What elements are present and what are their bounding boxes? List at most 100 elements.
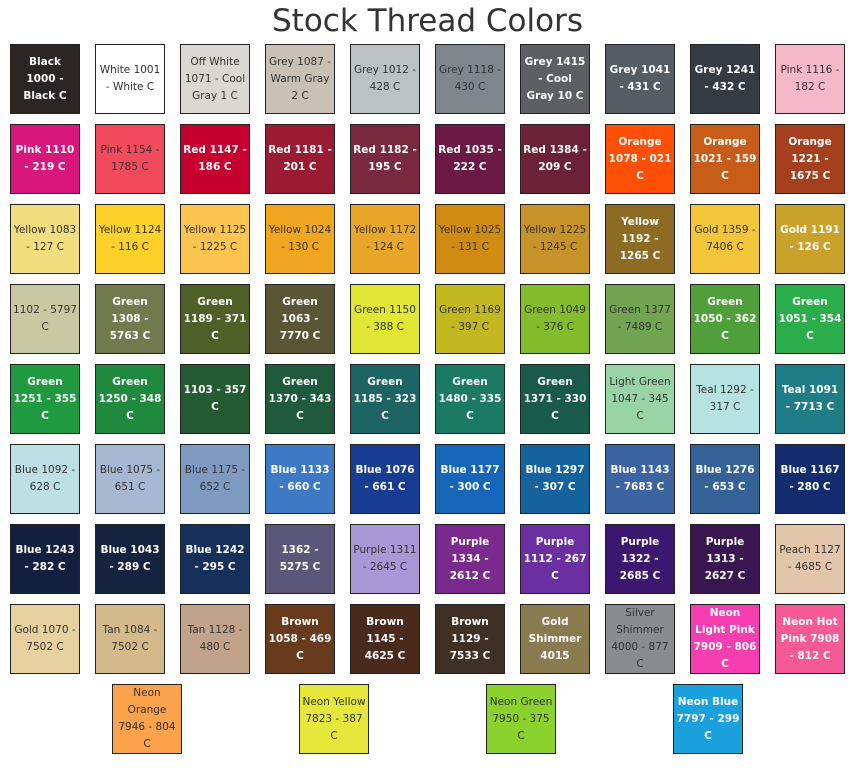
color-swatch: 1102 - 5797 C xyxy=(10,284,80,354)
color-swatch: Teal 1292 - 317 C xyxy=(690,364,760,434)
swatch-label: Purple 1311 - 2645 C xyxy=(353,544,417,573)
color-swatch: Yellow 1225 - 1245 C xyxy=(520,204,590,274)
color-swatch: Pink 1110 - 219 C xyxy=(10,124,80,194)
color-swatch: Blue 1076 - 661 C xyxy=(350,444,420,514)
swatch-label: Purple 1334 - 2612 C xyxy=(449,535,491,582)
swatch-label: Grey 1012 - 428 C xyxy=(353,64,417,93)
swatch-label: Brown 1129 - 7533 C xyxy=(449,615,491,662)
color-swatch: Green 1185 - 323 C xyxy=(350,364,420,434)
color-swatch: Green 1251 - 355 C xyxy=(10,364,80,434)
swatch-label: Yellow 1024 - 130 C xyxy=(268,224,332,253)
color-swatch: Red 1384 - 209 C xyxy=(520,124,590,194)
color-swatch: Grey 1012 - 428 C xyxy=(350,44,420,114)
color-swatch: Gold Shimmer 4015 xyxy=(520,604,590,674)
swatch-label: Red 1384 - 209 C xyxy=(523,144,587,173)
swatch-label: Orange 1021 - 159 C xyxy=(693,135,757,182)
color-swatch: Off White 1071 - Cool Gray 1 C xyxy=(180,44,250,114)
color-swatch: Blue 1242 - 295 C xyxy=(180,524,250,594)
color-swatch: Neon Hot Pink 7908 - 812 C xyxy=(775,604,845,674)
swatch-label: Neon Green 7950 - 375 C xyxy=(489,695,553,742)
color-swatch: Green 1370 - 343 C xyxy=(265,364,335,434)
color-swatch: Green 1049 - 376 C xyxy=(520,284,590,354)
swatch-label: 1362 - 5275 C xyxy=(279,544,321,573)
swatch-label: Blue 1297 - 307 C xyxy=(525,464,585,493)
color-swatch: Red 1147 - 186 C xyxy=(180,124,250,194)
color-swatch: Teal 1091 - 7713 C xyxy=(775,364,845,434)
color-swatch: Green 1051 - 354 C xyxy=(775,284,845,354)
color-swatch: Green 1063 - 7770 C xyxy=(265,284,335,354)
color-swatch: Light Green 1047 - 345 C xyxy=(605,364,675,434)
color-swatch: Green 1308 - 5763 C xyxy=(95,284,165,354)
swatch-label: Neon Blue 7797 - 299 C xyxy=(676,695,740,742)
color-swatch: Purple 1334 - 2612 C xyxy=(435,524,505,594)
color-swatch: Blue 1143 - 7683 C xyxy=(605,444,675,514)
swatch-label: Orange 1221 - 1675 C xyxy=(788,135,832,182)
color-swatch: Blue 1133 - 660 C xyxy=(265,444,335,514)
swatch-label: Yellow 1025 - 131 C xyxy=(438,224,502,253)
swatch-label: Grey 1118 - 430 C xyxy=(438,64,502,93)
swatch-label: Pink 1110 - 219 C xyxy=(15,144,75,173)
color-swatch: Gold 1359 - 7406 C xyxy=(690,204,760,274)
swatch-label: Black 1000 - Black C xyxy=(23,55,67,102)
color-swatch: Peach 1127 - 4685 C xyxy=(775,524,845,594)
color-swatch: Pink 1154 - 1785 C xyxy=(95,124,165,194)
swatch-label: White 1001 - White C xyxy=(99,64,161,93)
color-swatch: Yellow 1125 - 1225 C xyxy=(180,204,250,274)
swatch-label: Pink 1116 - 182 C xyxy=(780,64,840,93)
swatch-label: Gold 1191 - 126 C xyxy=(780,224,840,253)
color-swatch: Gold 1070 - 7502 C xyxy=(10,604,80,674)
swatch-label: Green 1185 - 323 C xyxy=(353,375,417,422)
swatch-label: 1102 - 5797 C xyxy=(13,304,77,333)
color-swatch: Green 1169 - 397 C xyxy=(435,284,505,354)
swatch-label: Blue 1276 - 653 C xyxy=(695,464,755,493)
swatch-label: Brown 1145 - 4625 C xyxy=(364,615,406,662)
swatch-label: Peach 1127 - 4685 C xyxy=(779,544,841,573)
color-swatch: 1103 - 357 C xyxy=(180,364,250,434)
swatch-label: Tan 1128 - 480 C xyxy=(187,624,243,653)
swatch-label: Gold 1359 - 7406 C xyxy=(694,224,756,253)
color-swatch: Blue 1092 - 628 C xyxy=(10,444,80,514)
swatch-label: Purple 1313 - 2627 C xyxy=(704,535,746,582)
swatch-label: Grey 1087 - Warm Gray 2 C xyxy=(268,55,332,102)
swatch-label: Red 1182 - 195 C xyxy=(353,144,417,173)
swatch-label: Red 1147 - 186 C xyxy=(183,144,247,173)
swatch-label: Blue 1076 - 661 C xyxy=(355,464,415,493)
color-swatch: White 1001 - White C xyxy=(95,44,165,114)
color-swatch: 1362 - 5275 C xyxy=(265,524,335,594)
color-swatch: Green 1150 - 388 C xyxy=(350,284,420,354)
color-swatch: Blue 1297 - 307 C xyxy=(520,444,590,514)
swatch-label: Green 1169 - 397 C xyxy=(439,304,501,333)
color-swatch: Orange 1221 - 1675 C xyxy=(775,124,845,194)
swatch-label: Neon Orange 7946 - 804 C xyxy=(118,687,176,750)
color-swatch: Blue 1167 - 280 C xyxy=(775,444,845,514)
color-swatch: Gold 1191 - 126 C xyxy=(775,204,845,274)
color-swatch: Tan 1128 - 480 C xyxy=(180,604,250,674)
swatch-label: Green 1370 - 343 C xyxy=(268,375,332,422)
swatch-label: Yellow 1124 - 116 C xyxy=(98,224,162,253)
swatch-label: Yellow 1192 - 1265 C xyxy=(619,215,661,262)
swatch-label: Off White 1071 - Cool Gray 1 C xyxy=(184,55,246,102)
swatch-label: Gold Shimmer 4015 xyxy=(528,615,582,662)
color-swatch: Red 1035 - 222 C xyxy=(435,124,505,194)
swatch-label: Green 1189 - 371 C xyxy=(183,295,247,342)
swatch-label: Blue 1175 - 652 C xyxy=(184,464,246,493)
color-swatch: Neon Orange 7946 - 804 C xyxy=(112,684,182,754)
swatch-label: Neon Yellow 7823 - 387 C xyxy=(302,695,366,742)
swatch-label: Light Green 1047 - 345 C xyxy=(609,375,671,422)
swatch-label: Teal 1091 - 7713 C xyxy=(781,384,839,413)
swatch-label: Green 1371 - 330 C xyxy=(523,375,587,422)
swatch-label: Neon Hot Pink 7908 - 812 C xyxy=(780,615,840,662)
swatch-label: Green 1251 - 355 C xyxy=(13,375,77,422)
swatch-label: Pink 1154 - 1785 C xyxy=(100,144,160,173)
color-swatch: Red 1181 - 201 C xyxy=(265,124,335,194)
swatch-label: Gold 1070 - 7502 C xyxy=(14,624,76,653)
color-swatch: Black 1000 - Black C xyxy=(10,44,80,114)
color-swatch: Yellow 1025 - 131 C xyxy=(435,204,505,274)
color-swatch: Red 1182 - 195 C xyxy=(350,124,420,194)
swatch-label: Teal 1292 - 317 C xyxy=(696,384,754,413)
color-swatch: Green 1377 - 7489 C xyxy=(605,284,675,354)
color-swatch: Yellow 1083 - 127 C xyxy=(10,204,80,274)
color-swatch: Blue 1276 - 653 C xyxy=(690,444,760,514)
color-swatch: Green 1050 - 362 C xyxy=(690,284,760,354)
